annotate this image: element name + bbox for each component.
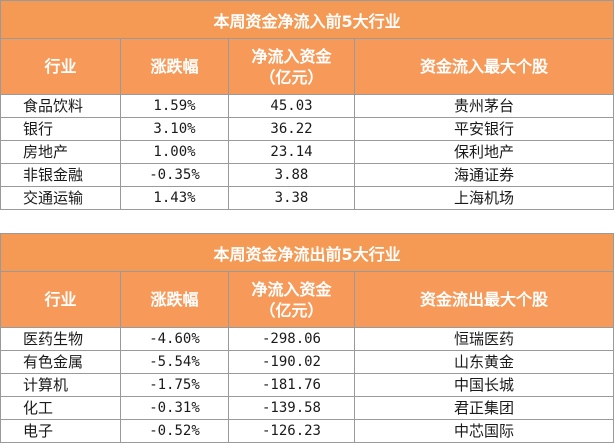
industry-cell: 银行 — [0, 117, 121, 141]
outflow-title: 本周资金净流出前5大行业 — [0, 233, 615, 272]
net-flow-cell: 23.14 — [228, 140, 355, 164]
change-cell: -4.60% — [120, 327, 229, 351]
table-row: 计算机 -1.75% -181.76 中国长城 — [0, 373, 615, 397]
industry-cell: 医药生物 — [0, 327, 121, 351]
net-flow-cell: 3.88 — [228, 163, 355, 187]
inflow-header-row: 行业 涨跌幅 净流入资金 （亿元） 资金流入最大个股 — [0, 38, 615, 95]
industry-cell: 有色金属 — [0, 350, 121, 374]
change-cell: -0.52% — [120, 419, 229, 443]
col-header-top-stock: 资金流入最大个股 — [353, 38, 615, 95]
net-flow-cell: -139.58 — [228, 396, 355, 420]
industry-cell: 食品饮料 — [0, 94, 121, 118]
change-cell: -0.31% — [120, 396, 229, 420]
change-cell: 3.10% — [120, 117, 229, 141]
change-cell: -5.54% — [120, 350, 229, 374]
inflow-title: 本周资金净流入前5大行业 — [0, 0, 615, 39]
col-header-industry: 行业 — [0, 271, 121, 328]
top-stock-cell: 平安银行 — [353, 117, 615, 141]
outflow-title-row: 本周资金净流出前5大行业 — [0, 233, 615, 272]
col-header-top-stock: 资金流出最大个股 — [353, 271, 615, 328]
change-cell: 1.43% — [120, 186, 229, 210]
col-header-net-flow: 净流入资金 （亿元） — [228, 271, 355, 328]
top-stock-cell: 保利地产 — [353, 140, 615, 164]
table-row: 食品饮料 1.59% 45.03 贵州茅台 — [0, 94, 615, 118]
table-row: 有色金属 -5.54% -190.02 山东黄金 — [0, 350, 615, 374]
industry-cell: 计算机 — [0, 373, 121, 397]
change-cell: -0.35% — [120, 163, 229, 187]
industry-cell: 交通运输 — [0, 186, 121, 210]
inflow-table: 本周资金净流入前5大行业 行业 涨跌幅 净流入资金 （亿元） 资金流入最大个股 … — [0, 0, 615, 210]
net-flow-cell: 45.03 — [228, 94, 355, 118]
industry-cell: 非银金融 — [0, 163, 121, 187]
col-header-net-flow: 净流入资金 （亿元） — [228, 38, 355, 95]
table-row: 医药生物 -4.60% -298.06 恒瑞医药 — [0, 327, 615, 351]
col-header-change: 涨跌幅 — [120, 271, 229, 328]
top-stock-cell: 中国长城 — [353, 373, 615, 397]
table-row: 电子 -0.52% -126.23 中芯国际 — [0, 419, 615, 443]
net-flow-cell: -298.06 — [228, 327, 355, 351]
top-stock-cell: 恒瑞医药 — [353, 327, 615, 351]
top-stock-cell: 贵州茅台 — [353, 94, 615, 118]
top-stock-cell: 中芯国际 — [353, 419, 615, 443]
change-cell: 1.00% — [120, 140, 229, 164]
net-flow-cell: -190.02 — [228, 350, 355, 374]
industry-cell: 化工 — [0, 396, 121, 420]
net-flow-cell: -181.76 — [228, 373, 355, 397]
top-stock-cell: 山东黄金 — [353, 350, 615, 374]
net-flow-cell: 3.38 — [228, 186, 355, 210]
industry-cell: 电子 — [0, 419, 121, 443]
top-stock-cell: 君正集团 — [353, 396, 615, 420]
table-row: 化工 -0.31% -139.58 君正集团 — [0, 396, 615, 420]
change-cell: -1.75% — [120, 373, 229, 397]
top-stock-cell: 海通证券 — [353, 163, 615, 187]
table-row: 交通运输 1.43% 3.38 上海机场 — [0, 186, 615, 210]
outflow-header-row: 行业 涨跌幅 净流入资金 （亿元） 资金流出最大个股 — [0, 271, 615, 328]
col-header-change: 涨跌幅 — [120, 38, 229, 95]
table-row: 非银金融 -0.35% 3.88 海通证券 — [0, 163, 615, 187]
net-flow-cell: 36.22 — [228, 117, 355, 141]
col-header-industry: 行业 — [0, 38, 121, 95]
inflow-title-row: 本周资金净流入前5大行业 — [0, 0, 615, 39]
table-row: 银行 3.10% 36.22 平安银行 — [0, 117, 615, 141]
top-stock-cell: 上海机场 — [353, 186, 615, 210]
table-row: 房地产 1.00% 23.14 保利地产 — [0, 140, 615, 164]
change-cell: 1.59% — [120, 94, 229, 118]
net-flow-cell: -126.23 — [228, 419, 355, 443]
outflow-table: 本周资金净流出前5大行业 行业 涨跌幅 净流入资金 （亿元） 资金流出最大个股 … — [0, 233, 615, 443]
industry-cell: 房地产 — [0, 140, 121, 164]
